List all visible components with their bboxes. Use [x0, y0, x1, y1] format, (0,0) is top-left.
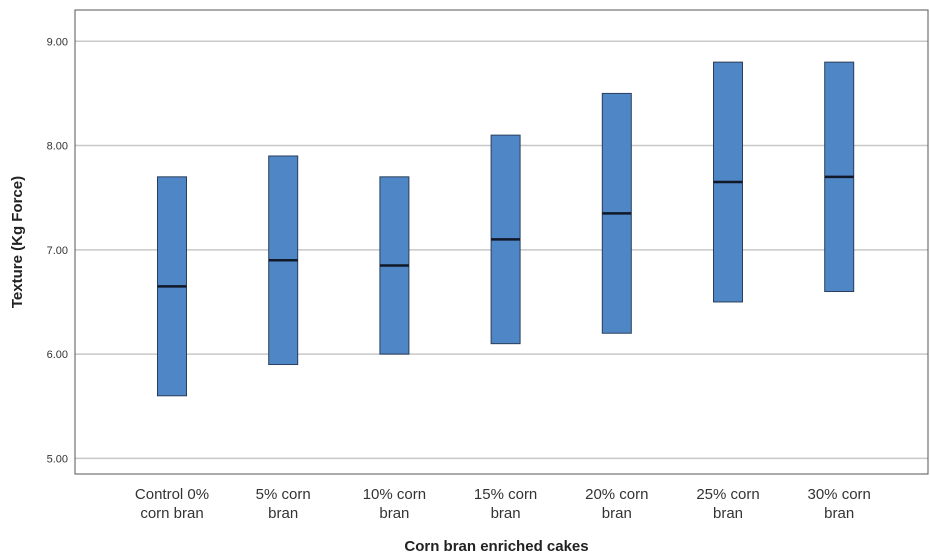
range-bar-group [490, 134, 521, 345]
x-category-label-line: Control 0% [135, 486, 209, 503]
x-category-label-line: bran [379, 505, 409, 522]
x-category-label-line: 15% corn [474, 486, 537, 503]
x-axis-title: Corn bran enriched cakes [404, 538, 588, 555]
x-category-label-line: 30% corn [808, 486, 871, 503]
y-tick-label: 8.00 [47, 141, 68, 153]
x-category-label-line: bran [268, 505, 298, 522]
x-category-label: 10% corn bran [363, 486, 426, 522]
range-bar-group [824, 61, 855, 293]
x-category-label: 20% corn bran [585, 486, 648, 522]
x-category-label: 15% corn bran [474, 486, 537, 522]
x-category-label-line: bran [602, 505, 632, 522]
x-category-label-line: corn bran [140, 505, 203, 522]
x-category-label-line: 5% corn [256, 486, 311, 503]
y-tick-label: 9.00 [47, 36, 68, 48]
range-bar-group [157, 176, 187, 397]
x-category-label: Control 0% corn bran [135, 486, 209, 522]
x-category-label-line: bran [824, 505, 854, 522]
y-tick-labels: 5.00 6.00 7.00 8.00 9.00 [47, 36, 68, 465]
range-bars [157, 61, 855, 397]
x-category-label-line: 20% corn [585, 486, 648, 503]
y-tick-label: 6.00 [47, 349, 68, 361]
plot-frame [74, 9, 929, 475]
x-category-labels: Control 0% corn bran 5% corn bran 10% corn br… [135, 486, 871, 522]
y-axis-title: Texture (Kg Force) [9, 176, 26, 308]
range-bar-group [601, 92, 632, 334]
x-category-label-line: 10% corn [363, 486, 426, 503]
x-category-label-line: bran [713, 505, 743, 522]
x-category-label: 5% corn bran [256, 486, 311, 522]
x-category-label: 30% corn bran [808, 486, 871, 522]
x-category-label: 25% corn bran [696, 486, 759, 522]
y-tick-label: 5.00 [47, 453, 68, 465]
range-bar-group [713, 61, 743, 303]
y-tick-label: 7.00 [47, 245, 68, 257]
range-bar-group [379, 176, 410, 355]
range-bar-group [268, 155, 299, 366]
x-category-label-line: bran [491, 505, 521, 522]
x-category-label-line: 25% corn [696, 486, 759, 503]
